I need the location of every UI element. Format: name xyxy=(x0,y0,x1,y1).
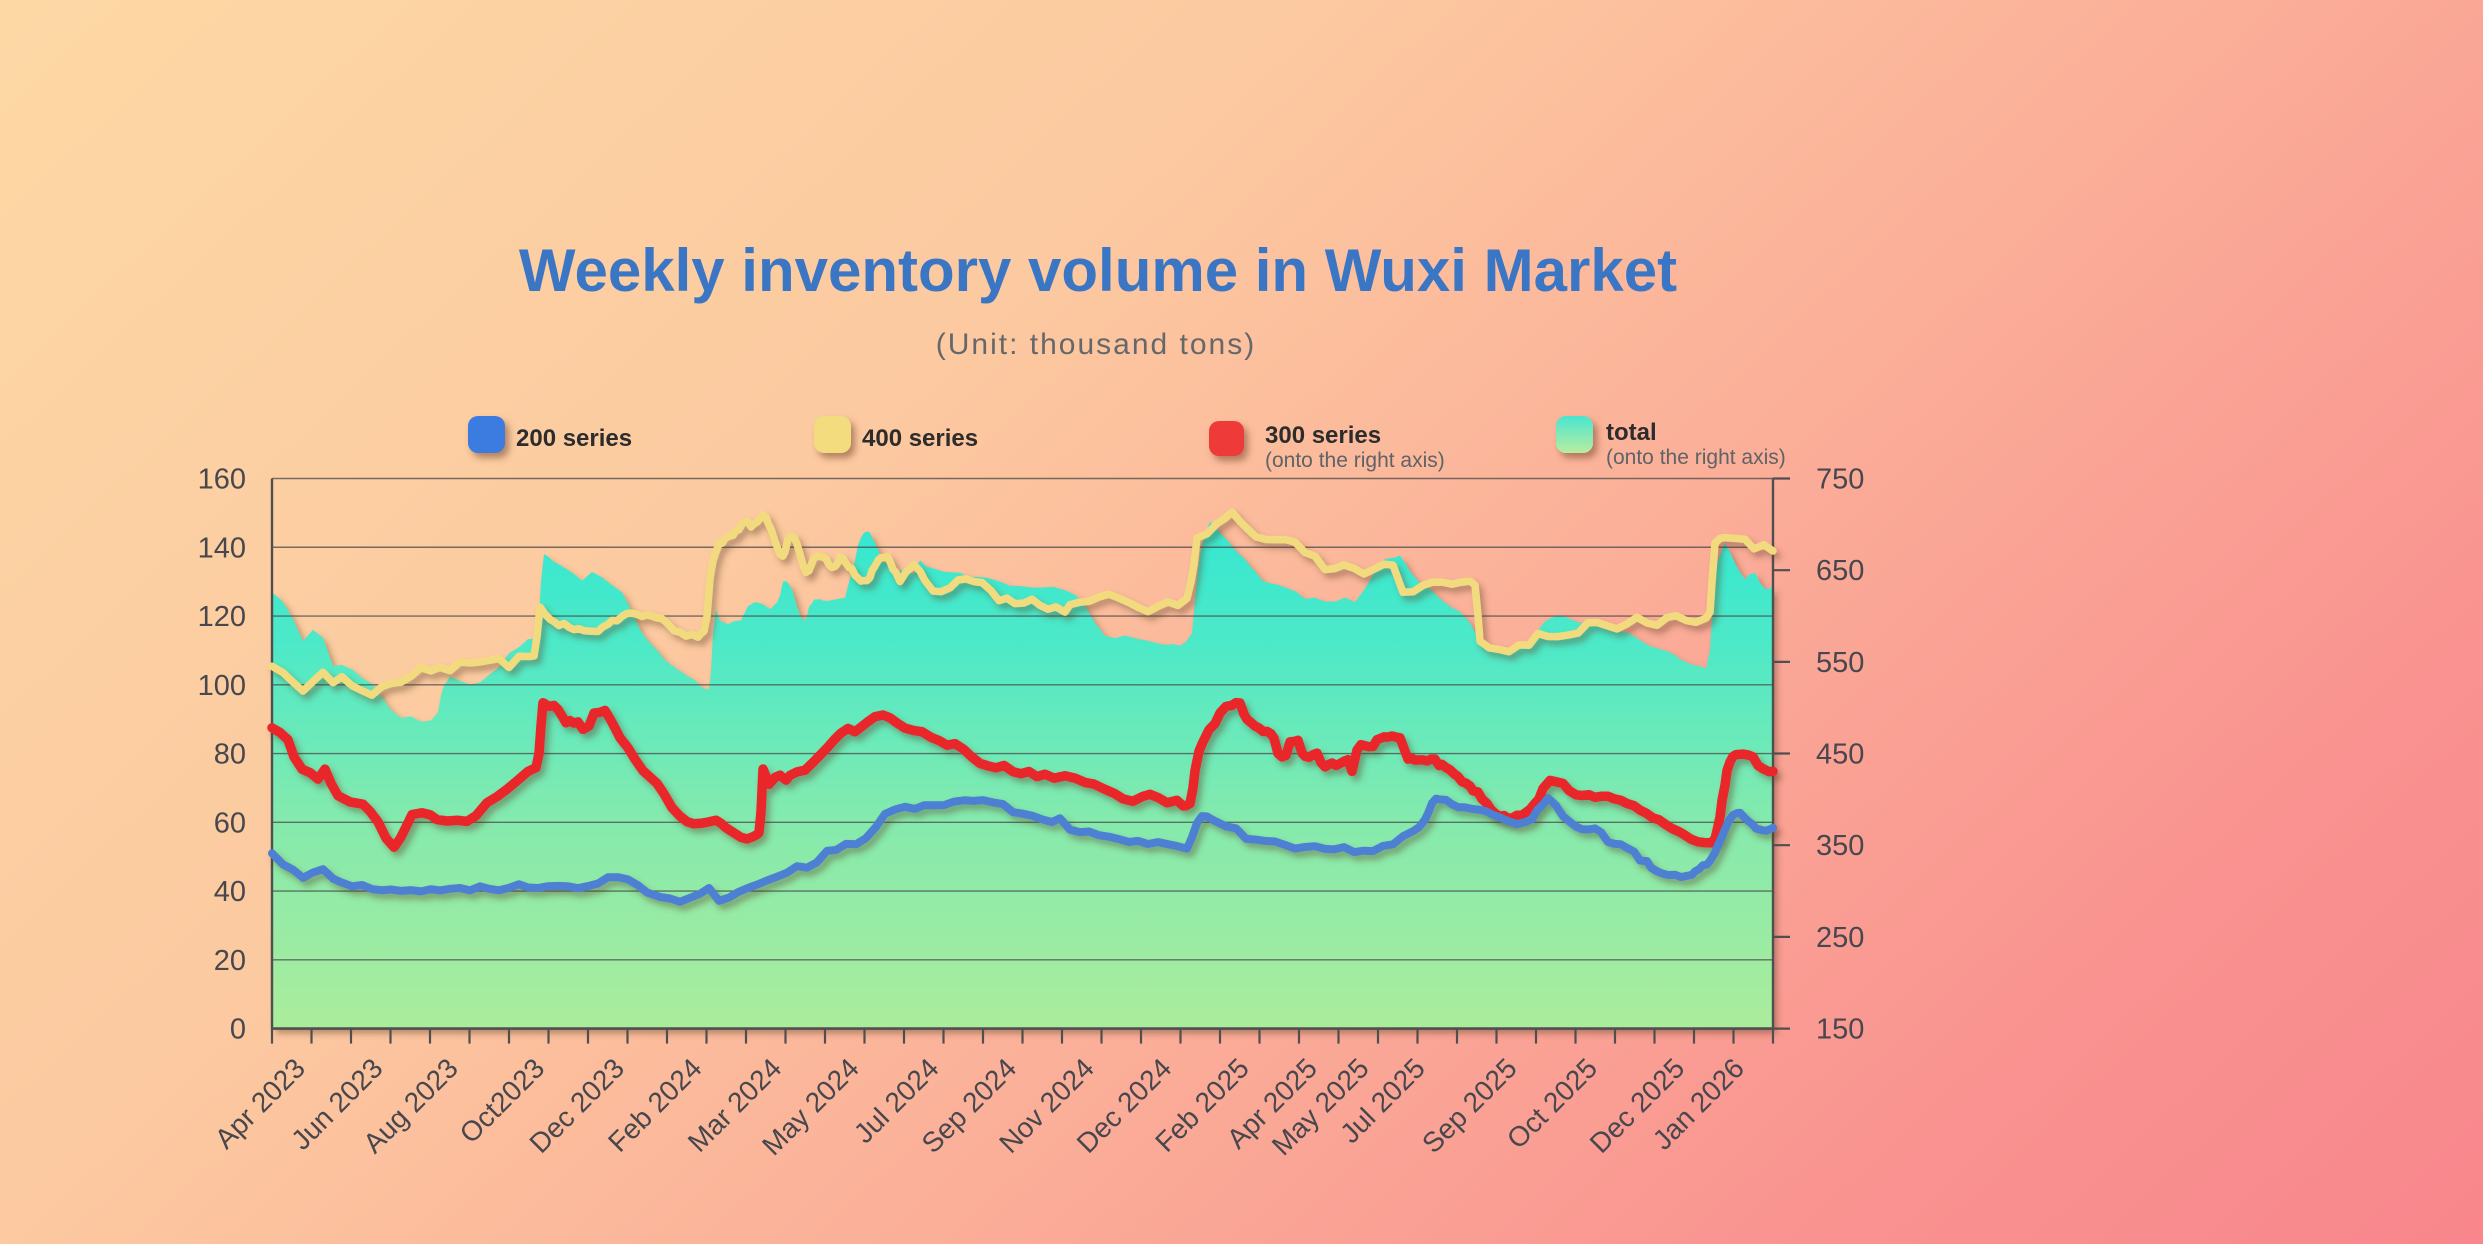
svg-text:120: 120 xyxy=(198,601,246,633)
svg-text:450: 450 xyxy=(1816,739,1864,771)
svg-text:150: 150 xyxy=(1816,1014,1864,1046)
svg-text:Sep 2025: Sep 2025 xyxy=(1416,1052,1523,1159)
svg-text:250: 250 xyxy=(1816,922,1864,954)
svg-text:40: 40 xyxy=(214,876,246,908)
svg-text:100: 100 xyxy=(198,670,246,702)
svg-text:20: 20 xyxy=(214,945,246,977)
svg-text:750: 750 xyxy=(1816,464,1864,496)
svg-text:350: 350 xyxy=(1816,830,1864,862)
svg-text:550: 550 xyxy=(1816,647,1864,679)
svg-text:60: 60 xyxy=(214,807,246,839)
svg-text:140: 140 xyxy=(198,532,246,564)
svg-text:160: 160 xyxy=(198,464,246,496)
svg-text:650: 650 xyxy=(1816,555,1864,587)
svg-text:0: 0 xyxy=(230,1014,246,1046)
svg-text:80: 80 xyxy=(214,739,246,771)
